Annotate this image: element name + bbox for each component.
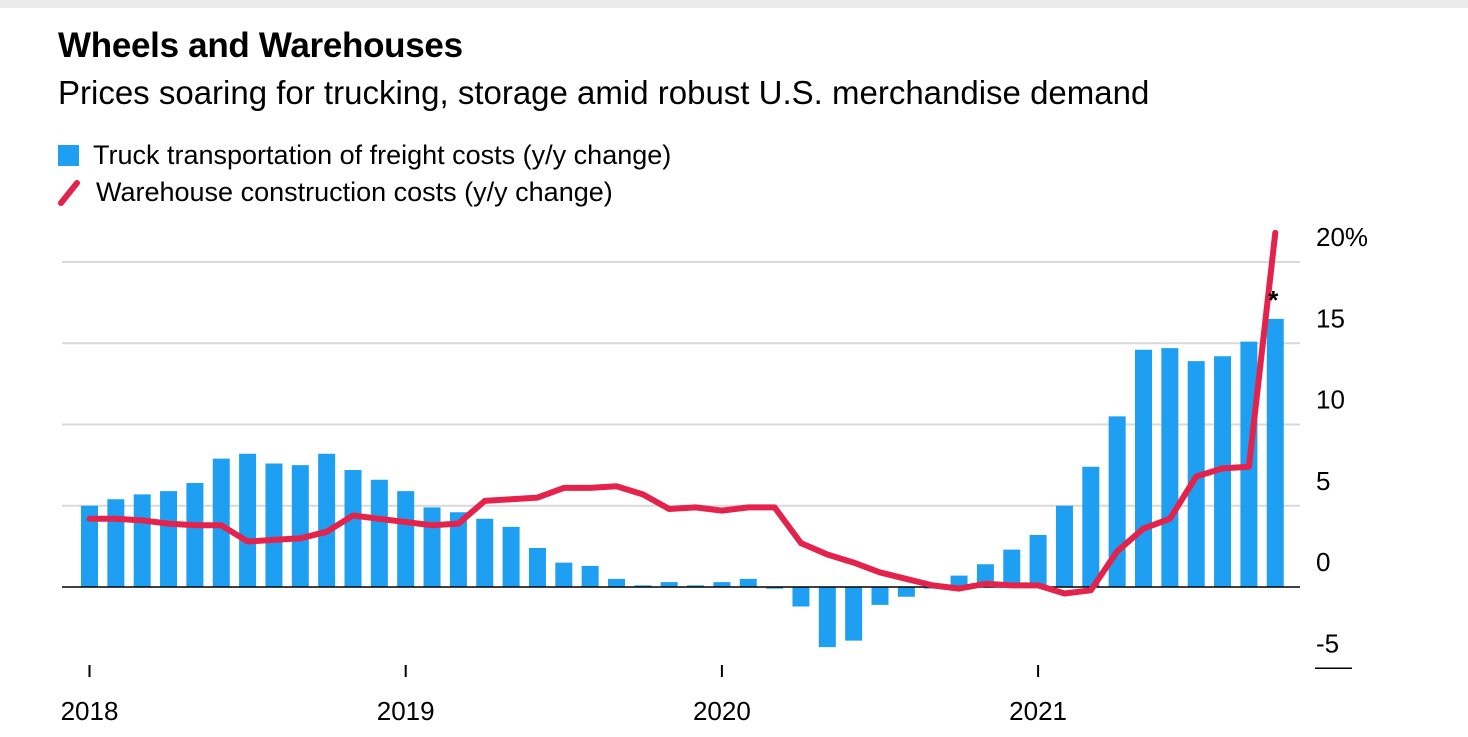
bar xyxy=(1003,549,1021,587)
bar xyxy=(766,587,784,589)
bar xyxy=(265,463,283,587)
bar xyxy=(239,453,257,587)
bar xyxy=(660,582,678,587)
bar xyxy=(318,453,336,587)
bar xyxy=(634,585,652,587)
bar xyxy=(107,499,125,587)
bar xyxy=(739,578,757,587)
bar xyxy=(608,578,625,587)
y-tick-label: -5 xyxy=(1316,628,1339,658)
bar xyxy=(950,575,968,587)
legend-item-line: Warehouse construction costs (y/y change… xyxy=(58,177,613,208)
bar xyxy=(186,483,204,587)
bar xyxy=(1161,348,1179,587)
bar xyxy=(370,479,388,587)
bar xyxy=(160,491,178,587)
bar xyxy=(818,587,836,648)
legend-line-label: Warehouse construction costs (y/y change… xyxy=(96,177,613,207)
y-tick-label: 20% xyxy=(1316,222,1368,252)
bar xyxy=(1214,356,1232,587)
x-tick-label: 2019 xyxy=(377,696,435,726)
bar xyxy=(291,465,309,587)
bar xyxy=(1082,466,1100,587)
bar xyxy=(423,507,441,587)
x-tick-label: 2020 xyxy=(693,696,751,726)
bar xyxy=(344,470,362,587)
bar xyxy=(476,518,494,587)
bar xyxy=(871,587,889,605)
legend-line-swatch xyxy=(58,179,80,206)
top-bar xyxy=(0,0,1468,8)
warehouse-line xyxy=(86,229,1279,597)
chart-title: Wheels and Warehouses xyxy=(58,26,463,65)
legend-item-bars: Truck transportation of freight costs (y… xyxy=(58,140,671,171)
x-tick-label: 2018 xyxy=(61,696,119,726)
bar xyxy=(897,587,915,597)
bar xyxy=(845,587,863,641)
bar xyxy=(397,491,415,587)
bar xyxy=(1029,535,1047,587)
y-tick-label: 15 xyxy=(1316,303,1345,333)
y-tick-label: 5 xyxy=(1316,466,1330,496)
bar xyxy=(555,562,573,587)
y-tick-label: 10 xyxy=(1316,385,1345,415)
x-tick-label: 2021 xyxy=(1009,696,1067,726)
chart-subtitle: Prices soaring for trucking, storage ami… xyxy=(58,74,1150,111)
bar xyxy=(1055,505,1073,587)
bar xyxy=(792,587,810,607)
bar xyxy=(581,565,599,587)
bar xyxy=(81,505,98,587)
legend-bar-label: Truck transportation of freight costs (y… xyxy=(93,140,672,170)
legend-bar-swatch xyxy=(58,145,79,166)
y-tick-label: 0 xyxy=(1316,547,1330,577)
bar xyxy=(528,548,546,587)
bar xyxy=(713,582,731,587)
bar xyxy=(502,526,520,587)
bar xyxy=(1266,318,1284,587)
bar xyxy=(687,585,705,587)
annotation-asterisk: * xyxy=(1268,285,1279,315)
bar xyxy=(449,512,467,587)
bar xyxy=(133,494,151,587)
bar xyxy=(1135,349,1152,587)
